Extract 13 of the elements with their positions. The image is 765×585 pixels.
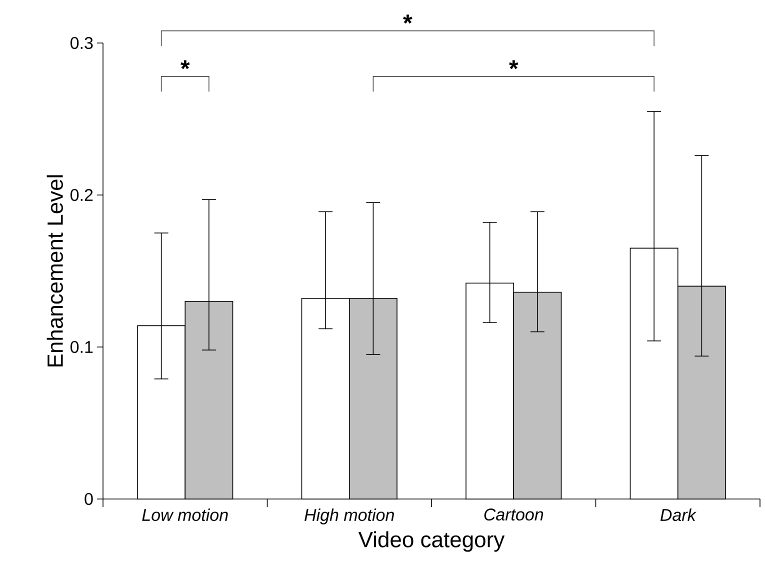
x-tick-label: Dark [660, 508, 697, 522]
x-axis-title: Video category [358, 531, 505, 552]
x-tick-label: Low motion [142, 508, 228, 522]
y-tick-label: 0 [84, 492, 93, 506]
y-tick-label: 0.1 [70, 340, 93, 354]
x-tick-label: High motion [304, 508, 394, 524]
y-axis-title: Enhancement Level [46, 175, 63, 366]
annotation: * [509, 60, 518, 70]
y-tick-label: 0.2 [70, 188, 93, 202]
x-tick-label: Cartoon [484, 508, 544, 521]
text: * [403, 14, 412, 24]
annotation: * [180, 60, 190, 70]
y-tick-label: 0.3 [70, 36, 93, 50]
